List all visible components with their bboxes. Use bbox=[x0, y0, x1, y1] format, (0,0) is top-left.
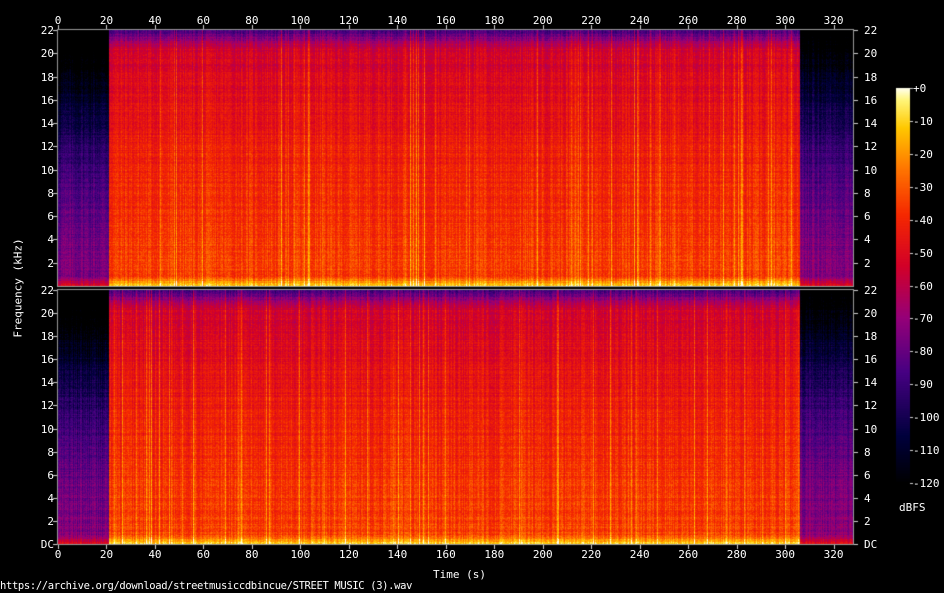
y-tick-left: 20 bbox=[40, 307, 54, 321]
y-tick-left: 2 bbox=[47, 256, 54, 270]
x-tick-top: 20 bbox=[99, 14, 114, 27]
y-tick-left: 12 bbox=[40, 140, 54, 154]
x-tick-bottom: 80 bbox=[245, 548, 259, 561]
y-tick-left: 22 bbox=[40, 24, 54, 37]
y-tick-right: 22 bbox=[864, 284, 878, 297]
x-tick-bottom: 140 bbox=[387, 548, 408, 561]
x-tick-bottom: 280 bbox=[726, 548, 747, 561]
y-tick-right: 16 bbox=[864, 353, 878, 367]
colorbar-tick: -120 bbox=[913, 476, 940, 490]
x-tick-top: 0 bbox=[54, 14, 62, 27]
y-tick-left: 4 bbox=[47, 491, 54, 505]
x-tick-top: 320 bbox=[823, 14, 844, 27]
x-tick-top: 40 bbox=[148, 14, 162, 27]
y-tick-right: 20 bbox=[864, 307, 878, 321]
colorbar-tick: -50 bbox=[913, 246, 933, 260]
y-tick-left: 14 bbox=[40, 117, 54, 131]
y-axis-title: Frequency (kHz) bbox=[11, 238, 25, 338]
y-tick-right: 8 bbox=[864, 445, 871, 459]
x-tick-top: 80 bbox=[245, 14, 259, 27]
x-axis-title: Time (s) bbox=[433, 568, 486, 581]
x-tick-bottom: 260 bbox=[678, 548, 699, 561]
y-tick-left: 18 bbox=[40, 70, 54, 84]
colorbar-unit: dBFS bbox=[899, 501, 926, 514]
colorbar-tick: -30 bbox=[913, 180, 933, 194]
y-tick-right: 10 bbox=[864, 422, 878, 436]
y-tick-left: 10 bbox=[40, 422, 54, 436]
y-tick-right: 18 bbox=[864, 330, 878, 344]
colorbar-tick: -110 bbox=[913, 443, 940, 457]
colorbar-tick: -100 bbox=[913, 410, 940, 424]
y-tick-left: 6 bbox=[47, 468, 54, 482]
x-tick-top: 260 bbox=[678, 14, 699, 27]
x-tick-bottom: 0 bbox=[54, 548, 62, 561]
y-tick-right: 4 bbox=[864, 491, 871, 505]
y-tick-right: 16 bbox=[864, 93, 878, 107]
y-tick-left: 2 bbox=[47, 514, 54, 528]
y-tick-left: 16 bbox=[40, 353, 54, 367]
colorbar-tick: -60 bbox=[913, 279, 933, 293]
y-tick-left: 12 bbox=[40, 399, 54, 413]
y-tick-right: 4 bbox=[864, 233, 871, 247]
x-tick-top: 60 bbox=[196, 14, 211, 27]
y-tick-right: DC bbox=[864, 538, 878, 551]
colorbar-tick: -90 bbox=[913, 377, 933, 391]
colorbar-tick: -70 bbox=[913, 311, 933, 325]
colorbar-tick: +0 bbox=[913, 81, 927, 95]
x-tick-top: 140 bbox=[387, 14, 408, 27]
x-tick-bottom: 20 bbox=[99, 548, 114, 561]
x-tick-bottom: 40 bbox=[148, 548, 162, 561]
y-tick-left: DC bbox=[40, 538, 54, 551]
x-tick-bottom: 320 bbox=[823, 548, 844, 561]
x-tick-top: 120 bbox=[338, 14, 359, 27]
y-tick-right: 6 bbox=[864, 468, 871, 482]
y-tick-right: 20 bbox=[864, 47, 878, 61]
y-tick-right: 12 bbox=[864, 140, 878, 154]
y-tick-right: 18 bbox=[864, 70, 878, 84]
x-tick-top: 100 bbox=[290, 14, 311, 27]
x-tick-bottom: 300 bbox=[775, 548, 796, 561]
x-tick-bottom: 220 bbox=[581, 548, 602, 561]
y-tick-right: 8 bbox=[864, 186, 871, 200]
y-tick-left: 4 bbox=[47, 233, 54, 247]
y-tick-left: 8 bbox=[47, 445, 54, 459]
colorbar-tick: -40 bbox=[913, 213, 933, 227]
y-tick-right: 2 bbox=[864, 256, 871, 270]
x-tick-bottom: 160 bbox=[435, 548, 456, 561]
y-tick-left: 16 bbox=[40, 93, 54, 107]
y-tick-left: 6 bbox=[47, 210, 54, 224]
y-tick-right: 22 bbox=[864, 24, 878, 37]
y-tick-left: 8 bbox=[47, 186, 54, 200]
y-tick-right: 14 bbox=[864, 376, 878, 390]
x-tick-bottom: 120 bbox=[338, 548, 359, 561]
colorbar-tick: -20 bbox=[913, 147, 933, 161]
colorbar-tick: -80 bbox=[913, 344, 933, 358]
x-tick-top: 200 bbox=[532, 14, 553, 27]
x-tick-top: 180 bbox=[484, 14, 505, 27]
y-tick-left: 10 bbox=[40, 163, 54, 177]
y-tick-right: 2 bbox=[864, 514, 871, 528]
y-tick-right: 14 bbox=[864, 117, 878, 131]
x-tick-bottom: 200 bbox=[532, 548, 553, 561]
x-tick-top: 220 bbox=[581, 14, 602, 27]
colorbar-tick: -10 bbox=[913, 114, 933, 128]
x-tick-top: 160 bbox=[435, 14, 456, 27]
x-tick-bottom: 100 bbox=[290, 548, 311, 561]
y-tick-left: 18 bbox=[40, 330, 54, 344]
x-tick-top: 300 bbox=[775, 14, 796, 27]
y-tick-left: 22 bbox=[40, 284, 54, 297]
x-tick-bottom: 60 bbox=[196, 548, 211, 561]
y-tick-left: 14 bbox=[40, 376, 54, 390]
x-tick-top: 280 bbox=[726, 14, 747, 27]
y-tick-right: 12 bbox=[864, 399, 878, 413]
y-tick-right: 6 bbox=[864, 210, 871, 224]
x-tick-bottom: 240 bbox=[629, 548, 650, 561]
source-url: https://archive.org/download/streetmusic… bbox=[0, 580, 413, 592]
y-tick-left: 20 bbox=[40, 47, 54, 61]
x-tick-bottom: 180 bbox=[484, 548, 505, 561]
x-tick-top: 240 bbox=[629, 14, 650, 27]
y-tick-right: 10 bbox=[864, 163, 878, 177]
